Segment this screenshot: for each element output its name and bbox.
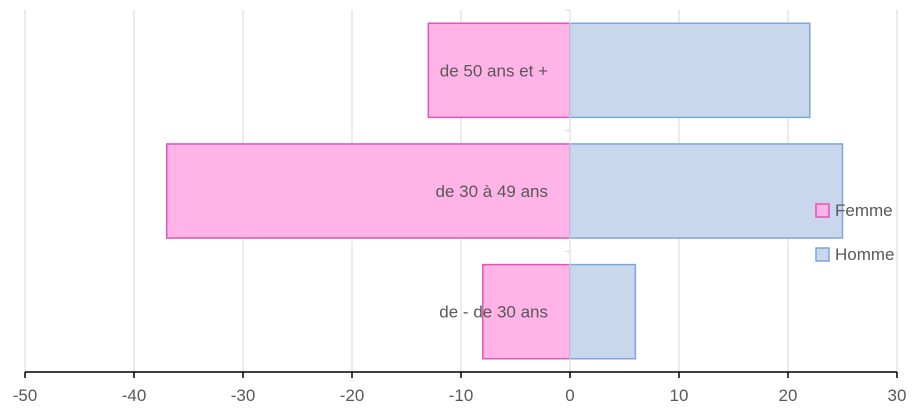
bar-femme (165, 143, 571, 239)
x-tick-label: 0 (565, 386, 574, 405)
x-tick-label: -10 (449, 386, 474, 405)
category-label: de 50 ans et + (440, 61, 548, 80)
bar-femme (427, 22, 571, 119)
x-tick-label: -40 (122, 386, 147, 405)
category-label: de - de 30 ans (439, 303, 548, 322)
legend-label-homme: Homme (835, 245, 895, 264)
legend-swatch-femme (815, 203, 830, 218)
x-tick-label: -50 (13, 386, 38, 405)
x-tick-label: 20 (779, 386, 798, 405)
labels: -50 -40 -30 -20 -10 0 10 20 30 de 50 ans et + de 3… (13, 61, 907, 405)
bar-homme (569, 22, 811, 119)
x-tick-label: -30 (231, 386, 256, 405)
legend-label-femme: Femme (835, 201, 893, 220)
x-tick-label: 30 (888, 386, 907, 405)
bar-homme (569, 143, 844, 239)
bar-homme (569, 263, 637, 360)
x-tick-label: 10 (670, 386, 689, 405)
x-tick-label: -20 (340, 386, 365, 405)
legend: Femme Homme (815, 201, 895, 264)
bars (165, 22, 844, 360)
legend-swatch-homme (815, 247, 830, 262)
axes (24, 9, 898, 378)
category-label: de 30 à 49 ans (436, 182, 548, 201)
